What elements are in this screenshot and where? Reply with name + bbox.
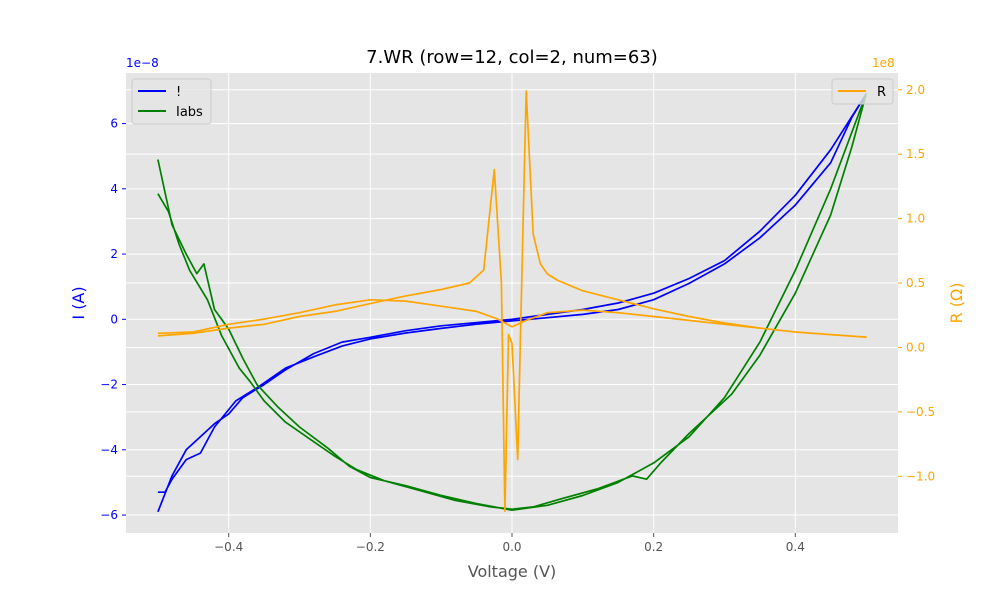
series-line-2 — [157, 90, 867, 512]
legend-label-r: R — [877, 85, 886, 100]
y-left-tick-label: −6 — [100, 508, 118, 522]
y-right-tick-label: −1.0 — [906, 469, 935, 483]
legend-label-iabs: Iabs — [176, 105, 203, 120]
y-axis-left-label: I (A) — [69, 286, 88, 319]
legend-right: R — [831, 78, 894, 105]
y-right-tick-label: 0.0 — [906, 340, 925, 354]
series-line-1 — [157, 93, 867, 512]
x-axis-label: Voltage (V) — [468, 562, 557, 581]
axes: −0.4 −0.2 0.0 0.2 0.4 −6 −4 −2 0 2 4 6 −1.0 −0.5 0.0 0.… — [100, 83, 935, 554]
right-offset-label: 1e8 — [872, 56, 895, 70]
x-tick-label: 0.0 — [502, 540, 521, 554]
x-tick-label: −0.4 — [214, 540, 243, 554]
y-right-tick-label: 0.5 — [906, 276, 925, 290]
y-left-tick-label: −2 — [100, 378, 118, 392]
left-offset-label: 1e−8 — [126, 56, 159, 70]
y-right-tick-label: 2.0 — [906, 83, 925, 97]
x-tick-label: 0.2 — [644, 540, 663, 554]
y-left-tick-label: 0 — [110, 312, 118, 326]
legend-left: ! Iabs — [131, 78, 212, 125]
y-axis-right-label: R (Ω) — [947, 283, 966, 324]
series-line-0 — [157, 93, 867, 513]
y-left-tick-label: 6 — [110, 117, 118, 131]
x-tick-label: 0.4 — [786, 540, 805, 554]
y-left-tick-label: 2 — [110, 247, 118, 261]
chart-title: 7.WR (row=12, col=2, num=63) — [366, 47, 658, 68]
y-right-tick-label: 1.0 — [906, 212, 925, 226]
x-tick-label: −0.2 — [356, 540, 385, 554]
legend-label-i: ! — [176, 85, 181, 100]
y-left-tick-label: 4 — [110, 182, 118, 196]
y-right-tick-label: −0.5 — [906, 405, 935, 419]
y-left-tick-label: −4 — [100, 443, 118, 457]
series-lines — [157, 90, 867, 513]
y-right-tick-label: 1.5 — [906, 147, 925, 161]
